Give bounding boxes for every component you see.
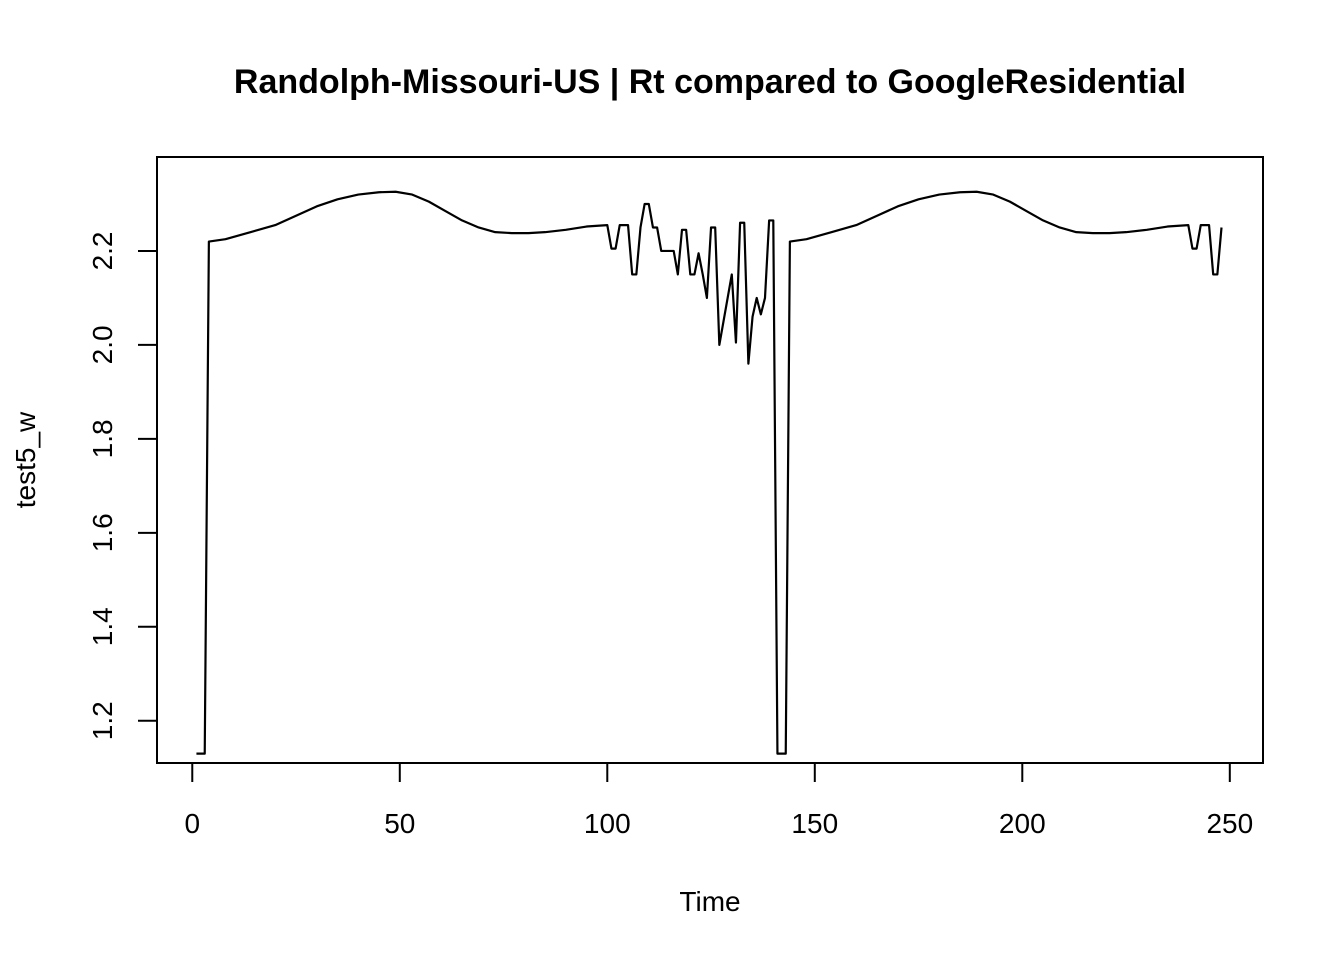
x-axis-label: Time bbox=[679, 886, 740, 917]
x-tick-label-5: 250 bbox=[1206, 808, 1253, 839]
x-tick-label-4: 200 bbox=[999, 808, 1046, 839]
y-tick-label-0: 1.2 bbox=[87, 701, 118, 740]
y-tick-label-3: 1.8 bbox=[87, 419, 118, 458]
x-tick-label-1: 50 bbox=[384, 808, 415, 839]
x-tick-label-2: 100 bbox=[584, 808, 631, 839]
x-tick-label-0: 0 bbox=[184, 808, 200, 839]
y-tick-label-1: 1.4 bbox=[87, 607, 118, 646]
series-line bbox=[196, 190, 1223, 755]
y-tick-label-2: 1.6 bbox=[87, 513, 118, 552]
y-tick-label-4: 2.0 bbox=[87, 325, 118, 364]
y-tick-label-5: 2.2 bbox=[87, 231, 118, 270]
y-axis: 1.2 1.4 1.6 1.8 2.0 2.2 bbox=[87, 231, 158, 740]
x-axis: 0 50 100 150 200 250 bbox=[184, 762, 1253, 839]
chart-title: Randolph-Missouri-US | Rt compared to Go… bbox=[234, 63, 1186, 101]
y-axis-label: test5_w bbox=[10, 411, 41, 508]
x-tick-label-3: 150 bbox=[791, 808, 838, 839]
